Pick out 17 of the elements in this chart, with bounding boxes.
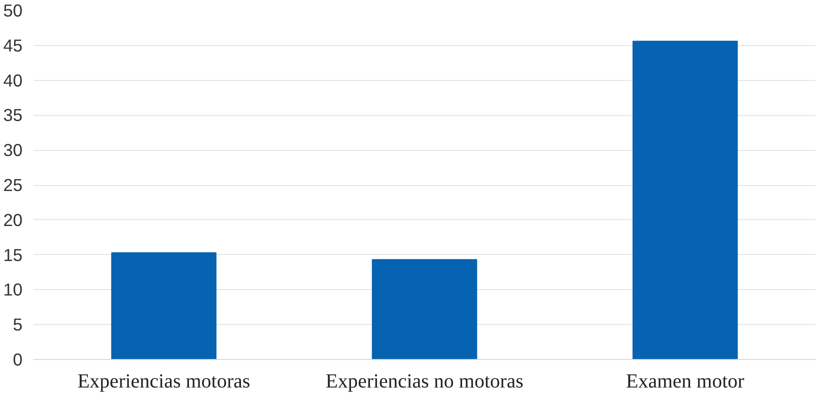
y-tick-label: 50 [3, 0, 23, 20]
y-tick-label: 15 [3, 244, 23, 265]
y-tick-label: 45 [3, 35, 23, 56]
x-tick-label: Examen motor [626, 370, 745, 392]
bar [372, 259, 478, 360]
y-tick-label: 35 [3, 105, 23, 126]
y-tick-label: 20 [3, 210, 23, 230]
y-tick-label: 30 [3, 140, 23, 160]
x-tick-label: Experiencias motoras [77, 370, 250, 392]
y-tick-label: 40 [3, 70, 23, 90]
y-tick-label: 25 [3, 175, 23, 195]
y-tick-label: 10 [3, 280, 23, 300]
bar [111, 252, 216, 360]
x-tick-label: Experiencias no motoras [326, 370, 524, 392]
y-tick-label: 0 [12, 350, 23, 370]
y-tick-label: 5 [12, 314, 23, 335]
bar [632, 40, 738, 360]
